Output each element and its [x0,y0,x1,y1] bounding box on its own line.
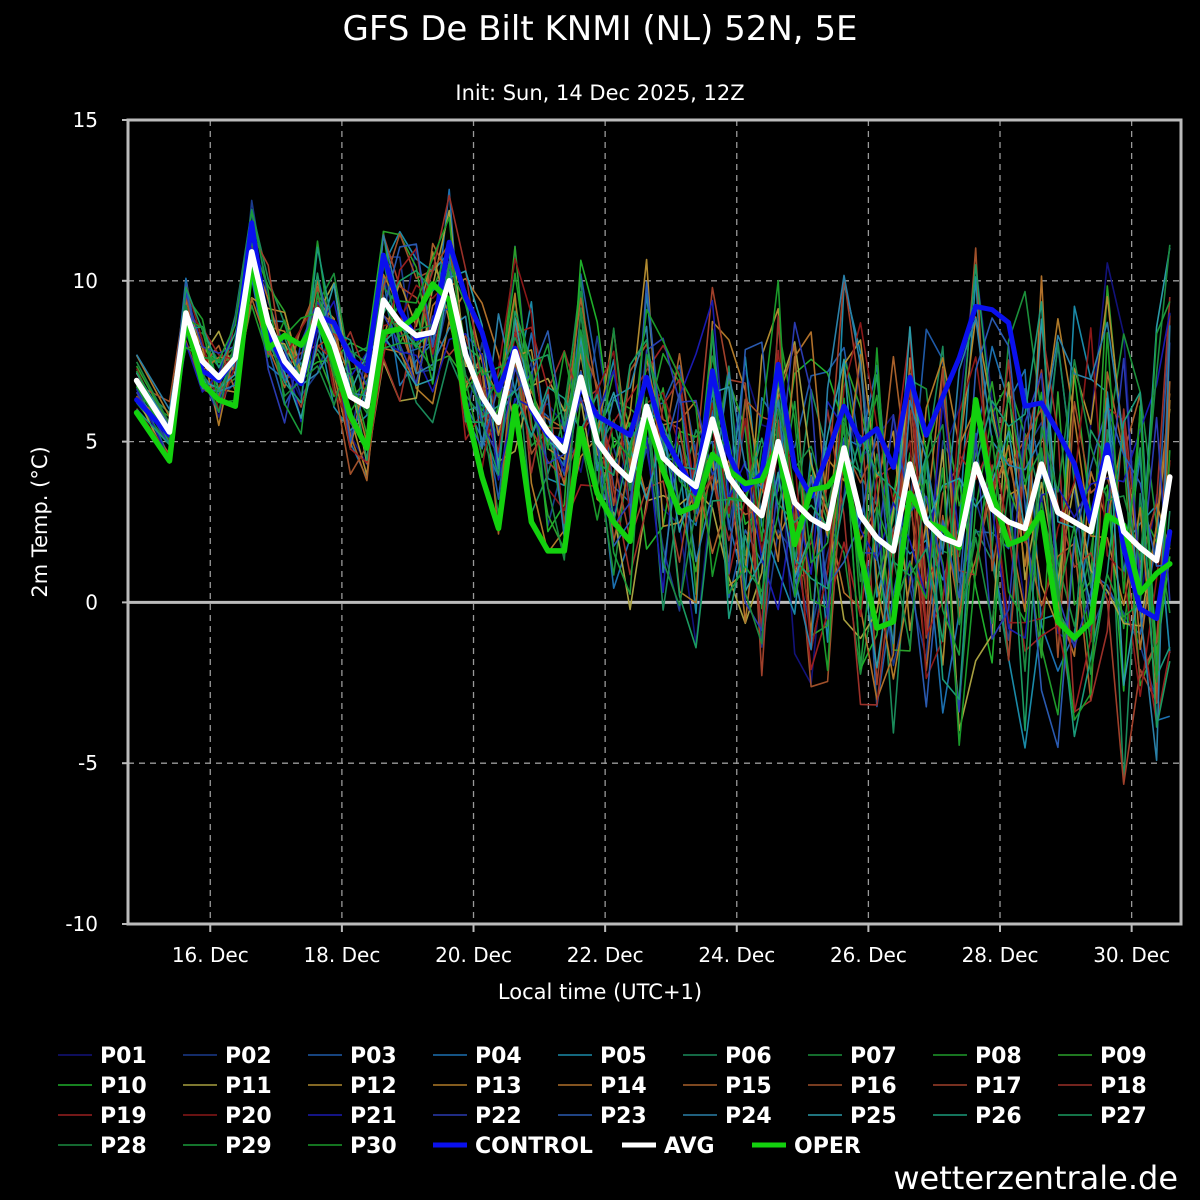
series-line-p17 [135,233,1171,786]
plot-frame [126,118,1183,926]
legend-label-p30: P30 [350,1134,397,1159]
series-line-avg [133,249,1173,564]
legend-label-p29: P29 [225,1134,272,1159]
legend-label-p16: P16 [850,1074,897,1099]
y-tick-label: 10 [73,269,98,293]
legend-label-p12: P12 [350,1074,397,1099]
legend: P01 P02 P03 P04 P05 P06 P07 P08 P09 P10 P11 P12 P13 P… [58,1044,1147,1159]
legend-label-p03: P03 [350,1044,397,1069]
legend-label-p13: P13 [475,1074,522,1099]
y-axis-label: 2m Temp. (°C) [28,446,52,597]
legend-label-p05: P05 [600,1044,647,1069]
series-line-p24 [135,234,1171,762]
legend-label-p09: P09 [1100,1044,1147,1069]
legend-label-p18: P18 [1100,1074,1147,1099]
legend-label-p01: P01 [100,1044,147,1069]
legend-label-p24: P24 [725,1104,772,1129]
legend-label-p27: P27 [1100,1104,1147,1129]
x-tick-label: 22. Dec [567,943,644,967]
legend-label-p23: P23 [600,1104,647,1129]
series-line-p26 [136,246,1171,738]
x-tick-label: 16. Dec [172,943,249,967]
credit-text: wetterzentrale.de [893,1159,1178,1197]
legend-label-p06: P06 [725,1044,772,1069]
legend-label-p25: P25 [850,1104,897,1129]
series-line-p08 [136,240,1171,716]
x-tick-label: 24. Dec [698,943,775,967]
series-line-p09 [135,230,1171,687]
x-tick-label: 26. Dec [830,943,907,967]
x-tick-label: 30. Dec [1093,943,1170,967]
y-tick-label: 0 [85,590,98,614]
legend-label-p22: P22 [475,1104,522,1129]
x-tick-label: 18. Dec [303,943,380,967]
legend-label-p04: P04 [475,1044,522,1069]
y-tick-label: 5 [85,430,98,454]
chart-title: GFS De Bilt KNMI (NL) 52N, 5E [343,9,858,49]
legend-label-p17: P17 [975,1074,1022,1099]
legend-label-p28: P28 [100,1134,147,1159]
legend-label-oper: OPER [794,1134,861,1159]
legend-label-p10: P10 [100,1074,147,1099]
legend-label-p08: P08 [975,1044,1022,1069]
x-axis-ticks: 16. Dec 18. Dec 20. Dec 22. Dec 24. Dec 26. D… [172,924,1170,967]
legend-label-p15: P15 [725,1074,772,1099]
x-tick-label: 28. Dec [962,943,1039,967]
chart-subtitle: Init: Sun, 14 Dec 2025, 12Z [455,81,744,105]
legend-label-avg: AVG [664,1134,715,1159]
x-axis-label: Local time (UTC+1) [498,980,702,1004]
y-axis-ticks: 15 10 5 0 -5 -10 [65,108,128,936]
legend-label-p11: P11 [225,1074,272,1099]
y-tick-label: 15 [73,108,98,132]
series-line-p06 [136,208,1171,784]
legend-label-p02: P02 [225,1044,272,1069]
main-series-lines [133,220,1173,641]
legend-label-p07: P07 [850,1044,897,1069]
legend-label-p14: P14 [600,1074,647,1099]
legend-label-p21: P21 [350,1104,397,1129]
legend-label-p19: P19 [100,1104,147,1129]
y-tick-label: -5 [78,751,98,775]
series-line-oper [133,258,1173,641]
x-tick-label: 20. Dec [435,943,512,967]
y-tick-label: -10 [65,912,98,936]
legend-label-p26: P26 [975,1104,1022,1129]
legend-label-control: CONTROL [475,1134,593,1159]
legend-label-p20: P20 [225,1104,272,1129]
